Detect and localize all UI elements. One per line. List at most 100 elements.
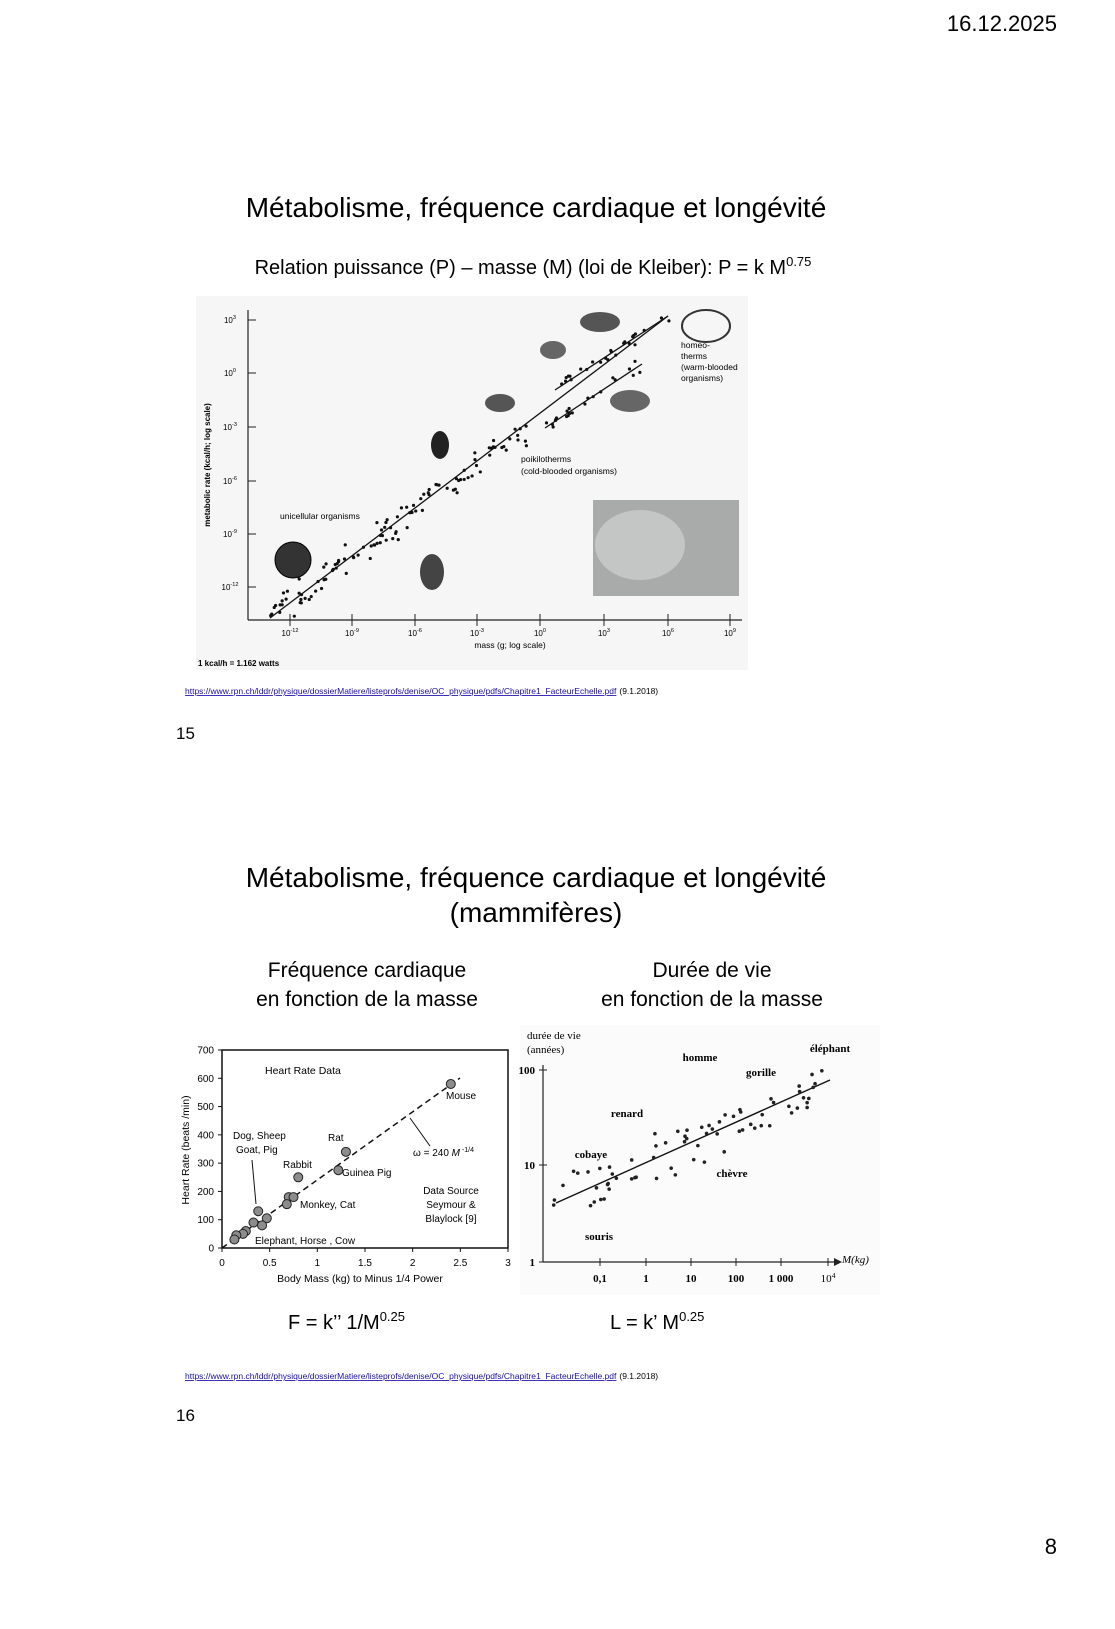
point-label: Rabbit [283, 1160, 312, 1171]
y-tick-label: 100 [519, 1065, 536, 1077]
dot [309, 594, 313, 599]
dot [396, 538, 400, 542]
tick-label: 10-3 [223, 422, 237, 432]
tick-label: 106 [662, 628, 674, 638]
arrow [409, 1117, 431, 1147]
dot [375, 521, 379, 525]
dot [567, 411, 572, 416]
dot [673, 1173, 678, 1177]
tick-exponent: -9 [354, 628, 359, 634]
data-point [293, 1172, 304, 1183]
dot [602, 1197, 606, 1201]
dot [567, 406, 571, 411]
dot [551, 1203, 556, 1207]
tick-base: 10 [345, 629, 354, 638]
dot [682, 1139, 687, 1144]
point-label: Monkey, Cat [300, 1200, 356, 1211]
dot [297, 577, 301, 581]
dot [324, 562, 328, 566]
tick-label: 104 [821, 1271, 836, 1285]
icon-elephant [681, 309, 731, 343]
dot [633, 1175, 637, 1180]
dot [478, 470, 482, 474]
dot [420, 508, 424, 512]
tick-base: 10 [470, 629, 479, 638]
dot [583, 402, 587, 406]
slide-title: (mammifères) [450, 897, 623, 928]
dot [738, 1110, 743, 1114]
dot [454, 477, 459, 481]
dot [760, 1112, 765, 1117]
dot [292, 614, 296, 618]
dot [748, 1122, 753, 1127]
dot [591, 395, 595, 399]
dot [474, 463, 479, 468]
caption: Durée de vie [652, 959, 771, 982]
tick-base: 10 [408, 629, 417, 638]
tick-label: 10-6 [223, 476, 237, 486]
tick-exponent: -9 [232, 529, 237, 535]
source-link[interactable]: https://www.rpn.ch/lddr/physique/dossier… [185, 686, 617, 696]
source-note: Blaylock [9] [425, 1214, 476, 1225]
y-tick-label: 100 [197, 1215, 214, 1226]
dot [769, 1097, 773, 1101]
point-label: Dog, Sheep [233, 1131, 286, 1142]
dot [592, 1200, 597, 1204]
tick-exponent: 6 [671, 628, 674, 634]
dot [399, 506, 404, 510]
formula-exponent: 0.25 [380, 1309, 405, 1324]
dot [651, 1155, 656, 1160]
dot [491, 445, 495, 449]
dot [691, 1157, 696, 1162]
dot [473, 458, 477, 462]
tick-label: 100 [224, 368, 236, 378]
dot [604, 356, 608, 360]
dot [502, 444, 506, 449]
dot [638, 370, 642, 374]
dot [405, 526, 409, 530]
figure-background [196, 296, 748, 670]
dot [426, 491, 430, 495]
dot [523, 439, 528, 443]
source: https://www.rpn.ch/lddr/physique/dossier… [185, 1371, 658, 1381]
dot [599, 390, 603, 394]
source-note: Seymour & [426, 1200, 476, 1211]
dot [579, 367, 583, 371]
data-point [253, 1206, 264, 1217]
dot [642, 328, 646, 333]
dot [391, 537, 395, 541]
dot [405, 505, 409, 509]
formula: L = k’ M0.25 [610, 1309, 704, 1334]
dot [375, 541, 379, 545]
tick-base: 10 [224, 369, 233, 378]
icon-turtle [610, 390, 650, 412]
x-tick-label: 0,1 [593, 1273, 607, 1285]
tick-exponent: 0 [233, 368, 236, 374]
dot [278, 603, 282, 607]
dot [594, 1186, 599, 1190]
tick-base: 10 [222, 583, 231, 592]
point-label: homme [683, 1052, 718, 1064]
dot [508, 437, 512, 441]
x-tick-label: 10 [686, 1273, 698, 1285]
tick-label: 10-12 [222, 582, 239, 592]
dot [369, 544, 373, 548]
dot [513, 427, 517, 431]
arrow [251, 1159, 257, 1205]
dot [771, 1100, 776, 1105]
dot [599, 360, 603, 364]
dot [383, 525, 387, 529]
dot [351, 555, 355, 559]
dot [411, 503, 416, 507]
x-tick-label: 1 000 [769, 1273, 794, 1285]
dot [805, 1100, 809, 1105]
tick-base: 10 [223, 477, 232, 486]
caption: en fonction de la masse [601, 988, 823, 1011]
tick-base: 10 [282, 629, 291, 638]
point-label: chèvre [717, 1168, 748, 1180]
source-link[interactable]: https://www.rpn.ch/lddr/physique/dossier… [185, 1371, 617, 1381]
source-note: Data Source [423, 1186, 479, 1197]
dot [445, 486, 449, 490]
annotation: unicellular organisms [280, 511, 360, 521]
